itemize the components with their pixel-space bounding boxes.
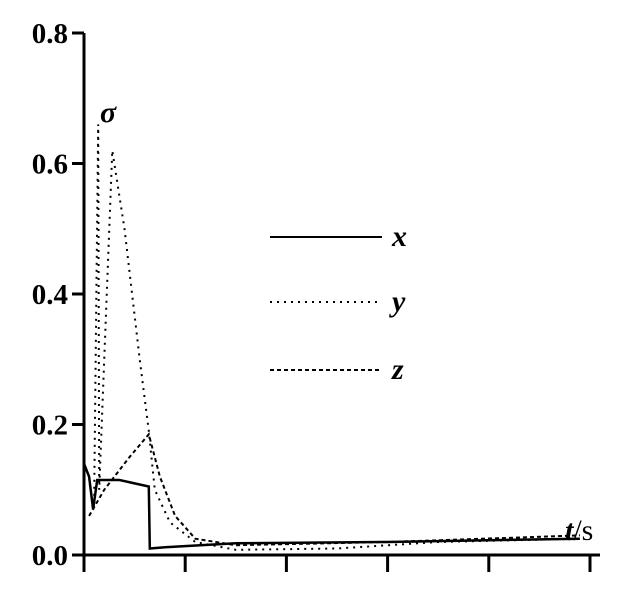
x-axis-unit: /s: [573, 514, 593, 547]
y-tick-label: 0.8: [32, 18, 68, 50]
legend-label-y: y: [389, 285, 406, 318]
series-line-y: [93, 124, 580, 551]
y-axis-label: σ: [100, 96, 117, 129]
x-axis-variable: t: [565, 514, 575, 547]
series-line-z: [88, 432, 580, 547]
y-tick-label: 0.0: [32, 540, 68, 572]
x-axis-label: t/s: [565, 514, 593, 547]
y-tick-label: 0.2: [32, 410, 68, 442]
y-tick-label: 0.4: [32, 279, 68, 311]
y-tick-label: 0.6: [32, 149, 68, 181]
legend-label-z: z: [391, 353, 404, 386]
legend-label-x: x: [391, 220, 407, 253]
series-line-x: [82, 463, 580, 550]
